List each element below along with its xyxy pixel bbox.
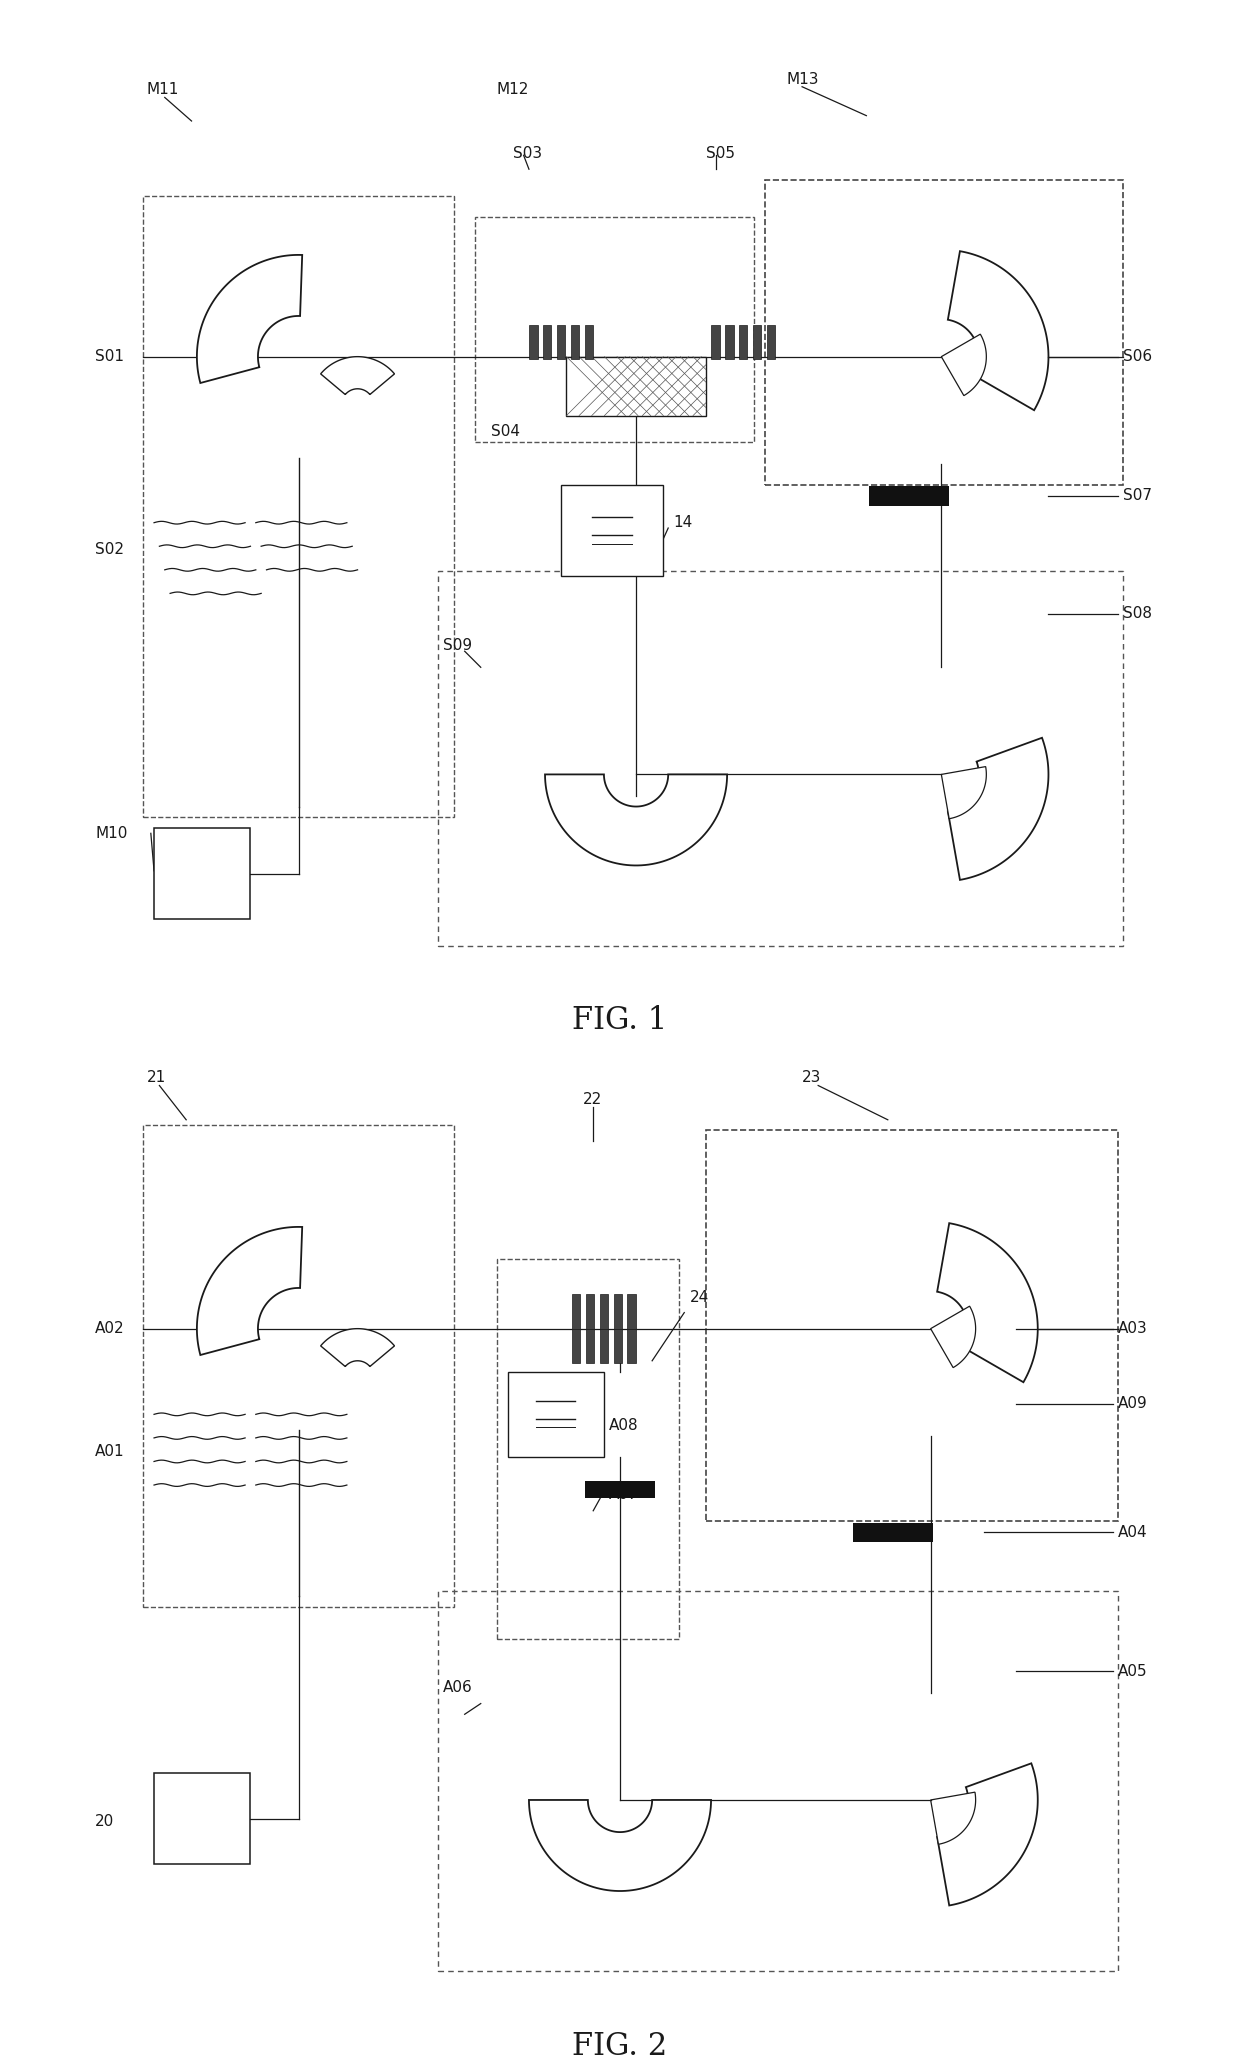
Bar: [585, 1328, 594, 1363]
Text: A04: A04: [1118, 1524, 1148, 1540]
Bar: [765, 180, 1123, 485]
Text: A09: A09: [1118, 1396, 1148, 1410]
Polygon shape: [546, 774, 727, 865]
Bar: [507, 1371, 604, 1458]
Text: A06: A06: [443, 1681, 472, 1695]
Text: 24: 24: [689, 1291, 709, 1305]
Bar: [572, 1295, 580, 1328]
Text: FIG. 1: FIG. 1: [573, 1006, 667, 1037]
Text: S02: S02: [95, 541, 124, 558]
Text: S09: S09: [443, 638, 472, 653]
Bar: [753, 324, 761, 359]
Bar: [475, 217, 754, 442]
Bar: [585, 1295, 594, 1328]
Bar: [766, 324, 775, 359]
Bar: [438, 570, 1123, 946]
Text: M13: M13: [786, 72, 818, 87]
Bar: [869, 485, 950, 506]
Text: FIG. 2: FIG. 2: [573, 2030, 667, 2061]
Bar: [725, 324, 734, 359]
Polygon shape: [937, 1764, 1038, 1906]
Text: 20: 20: [95, 1813, 114, 1830]
Text: S04: S04: [491, 423, 521, 440]
Bar: [560, 485, 663, 576]
Bar: [557, 324, 565, 359]
Polygon shape: [937, 1222, 1038, 1381]
Bar: [438, 1592, 1118, 1972]
Text: A07: A07: [609, 1487, 639, 1501]
Polygon shape: [197, 1227, 303, 1355]
Bar: [853, 1522, 934, 1543]
Text: A01: A01: [95, 1443, 125, 1460]
Polygon shape: [941, 766, 986, 818]
Text: M11: M11: [146, 83, 179, 97]
Text: S08: S08: [1123, 607, 1152, 622]
Text: A02: A02: [95, 1322, 125, 1336]
Text: M10: M10: [95, 826, 128, 840]
Bar: [600, 1295, 608, 1328]
Polygon shape: [941, 335, 986, 396]
Bar: [585, 1481, 655, 1497]
Polygon shape: [197, 254, 303, 382]
Polygon shape: [947, 737, 1049, 880]
Bar: [154, 828, 250, 919]
Bar: [570, 324, 579, 359]
Text: 23: 23: [802, 1070, 821, 1086]
Text: S06: S06: [1123, 349, 1152, 363]
Polygon shape: [321, 1328, 394, 1367]
Bar: [543, 324, 552, 359]
Bar: [627, 1328, 636, 1363]
Bar: [614, 1295, 622, 1328]
Bar: [739, 324, 748, 359]
Bar: [567, 357, 706, 415]
Bar: [154, 1774, 250, 1865]
Bar: [706, 1130, 1118, 1522]
Text: A05: A05: [1118, 1664, 1148, 1679]
Bar: [600, 1328, 608, 1363]
Polygon shape: [947, 252, 1049, 411]
Text: S03: S03: [513, 147, 542, 161]
Bar: [144, 196, 454, 818]
Bar: [627, 1295, 636, 1328]
Text: S05: S05: [706, 147, 734, 161]
Text: 21: 21: [146, 1070, 166, 1086]
Text: A03: A03: [1118, 1322, 1148, 1336]
Bar: [497, 1260, 680, 1640]
Text: 22: 22: [583, 1092, 601, 1107]
Text: S07: S07: [1123, 489, 1152, 504]
Polygon shape: [931, 1792, 976, 1844]
Polygon shape: [529, 1801, 711, 1892]
Polygon shape: [321, 357, 394, 394]
Text: A08: A08: [609, 1417, 639, 1433]
Text: S01: S01: [95, 349, 124, 363]
Bar: [144, 1125, 454, 1607]
Bar: [584, 324, 593, 359]
Text: M12: M12: [497, 83, 529, 97]
Bar: [711, 324, 719, 359]
Polygon shape: [931, 1307, 976, 1367]
Text: 14: 14: [673, 514, 693, 531]
Bar: [572, 1328, 580, 1363]
Bar: [529, 324, 537, 359]
Bar: [614, 1328, 622, 1363]
